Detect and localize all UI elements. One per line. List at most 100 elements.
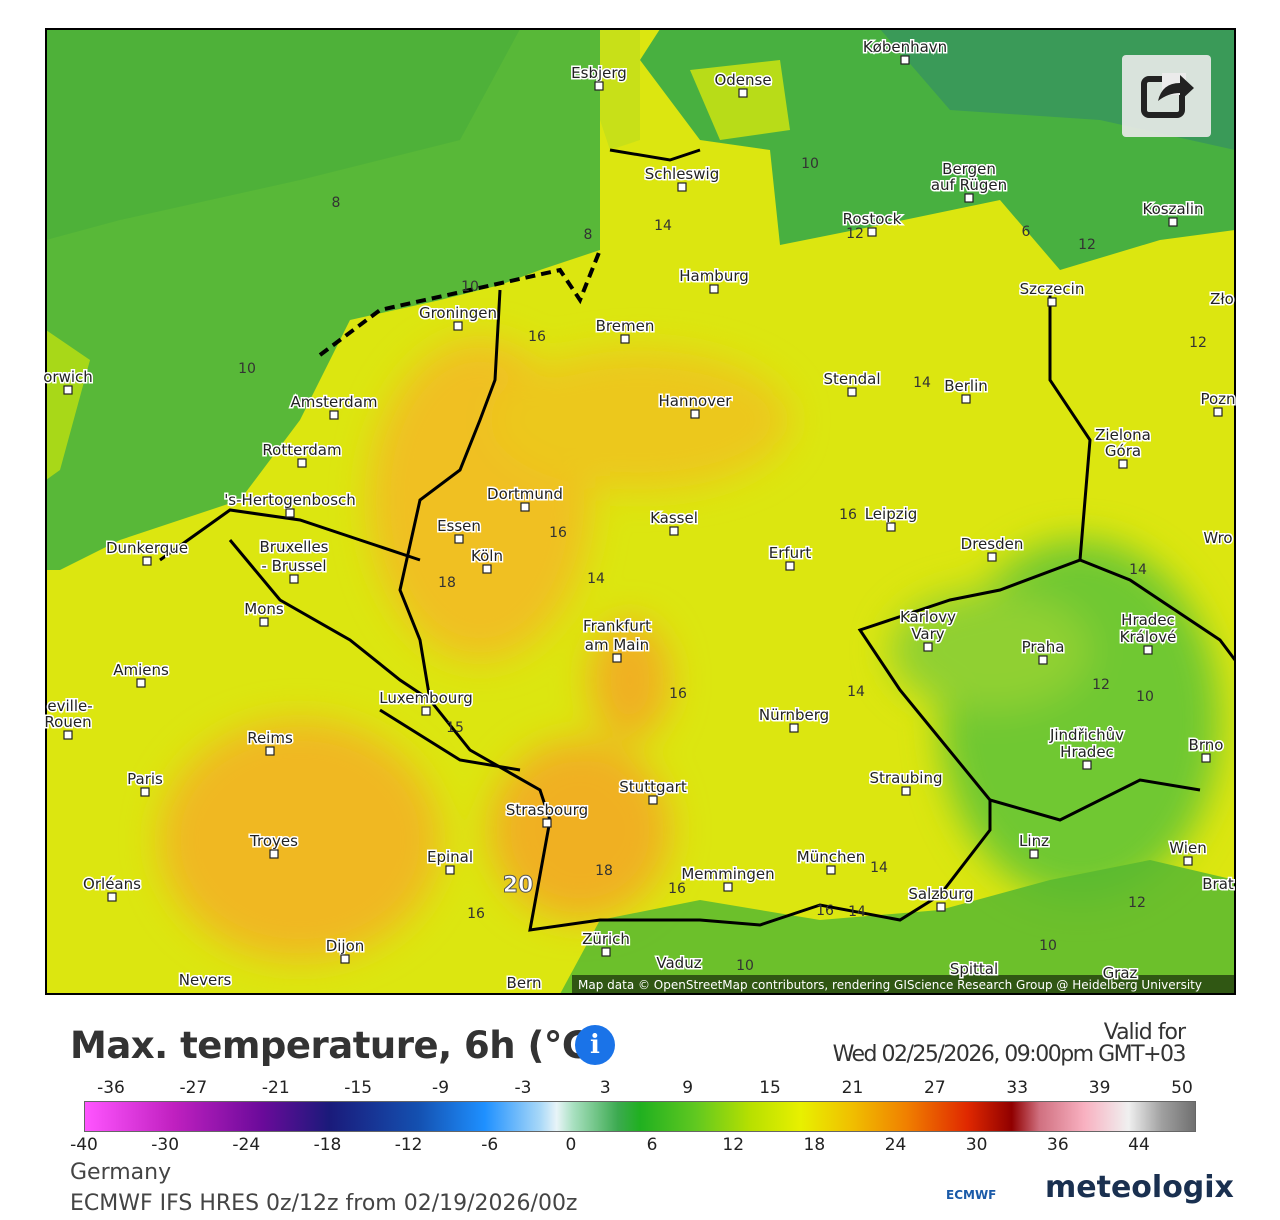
city: orwich — [43, 368, 93, 386]
city-dot — [269, 849, 279, 859]
city-dot — [936, 902, 946, 912]
city: Groningen — [419, 304, 497, 322]
city: München — [797, 848, 865, 866]
scale-tick-label: 39 — [1088, 1078, 1111, 1098]
city: Praha — [1022, 638, 1065, 656]
city-dot — [340, 954, 350, 964]
contour-label: 12 — [1128, 895, 1146, 911]
contour-label: 6 — [1022, 224, 1031, 240]
city: 's-Hertogenbosch — [224, 491, 356, 509]
scale-tick-label: 18 — [803, 1135, 826, 1155]
city: Králové — [1120, 628, 1177, 646]
city: Jindřichův — [1049, 726, 1124, 744]
scale-tick-label: -21 — [261, 1078, 290, 1098]
contour-label: 12 — [1078, 237, 1096, 253]
contour-label: 10 — [736, 958, 754, 974]
city-dot — [901, 786, 911, 796]
city-dot — [612, 653, 622, 663]
city-dot — [289, 574, 299, 584]
scale-tick-label: -24 — [232, 1135, 261, 1155]
city: Amsterdam — [290, 393, 377, 411]
city-dot — [1118, 459, 1128, 469]
scale-tick-label: 50 — [1171, 1078, 1193, 1098]
contour-label: 10 — [238, 361, 256, 377]
scale-tick-label: 21 — [841, 1078, 864, 1098]
contour-label: 16 — [839, 507, 857, 523]
city: Wro — [1203, 529, 1232, 547]
city-dot — [142, 556, 152, 566]
city: Koszalin — [1143, 200, 1204, 218]
scale-tick-label: 3 — [599, 1078, 611, 1098]
city: Zürich — [582, 930, 630, 948]
contour-label: 14 — [654, 218, 672, 234]
scale-tick-label: -40 — [70, 1135, 98, 1155]
city: Hradec — [1060, 743, 1114, 761]
contour-label: 18 — [595, 863, 613, 879]
city: Salzburg — [908, 885, 973, 903]
city: Amiens — [113, 661, 169, 679]
contour-label: 16 — [816, 903, 834, 919]
city: auf Rügen — [931, 176, 1007, 194]
share-icon — [1141, 73, 1194, 118]
scale-tick-label: -3 — [514, 1078, 532, 1098]
contour-label: 14 — [847, 684, 865, 700]
city-dot — [923, 642, 933, 652]
city-dot — [785, 561, 795, 571]
city: Berlin — [944, 377, 988, 395]
scale-tick-label: -30 — [151, 1135, 180, 1155]
scale-tick-label: 36 — [1047, 1135, 1069, 1155]
city-dot — [987, 552, 997, 562]
scale-tick-label: 9 — [682, 1078, 694, 1098]
valid-label: Valid for — [1103, 1020, 1186, 1045]
contour-label: 8 — [584, 227, 593, 243]
city-dot — [826, 865, 836, 875]
scale-tick-label: 27 — [924, 1078, 946, 1098]
city: Dijon — [326, 937, 365, 955]
city: Dortmund — [487, 485, 563, 503]
city-dot — [690, 409, 700, 419]
city-dot — [648, 795, 658, 805]
info-button[interactable]: i — [575, 1025, 615, 1065]
city: Wien — [1169, 839, 1206, 857]
city-dot — [63, 385, 73, 395]
share-button[interactable] — [1122, 55, 1211, 137]
city: Köln — [471, 547, 503, 565]
city: Stendal — [823, 370, 880, 388]
region: Germany — [70, 1160, 172, 1185]
city-dot — [789, 723, 799, 733]
city: Reims — [247, 729, 293, 747]
city-dot — [1047, 297, 1057, 307]
scale-tick-label: 30 — [965, 1135, 988, 1155]
city: Zielona — [1095, 426, 1151, 444]
city-dot — [620, 334, 630, 344]
city-dot — [63, 730, 73, 740]
city: Pozn — [1200, 390, 1235, 408]
city: Kassel — [650, 509, 698, 527]
city: Mons — [244, 600, 284, 618]
city-dot — [1213, 407, 1223, 417]
city: Dunkerque — [106, 539, 188, 557]
city: Nevers — [179, 971, 232, 989]
city-dot — [1143, 645, 1153, 655]
contour-label: 8 — [332, 195, 341, 211]
city-dot — [445, 865, 455, 875]
scale-tick-label: -6 — [481, 1135, 499, 1155]
city: Epinal — [427, 848, 473, 866]
city-dot — [709, 284, 719, 294]
city: København — [863, 38, 947, 56]
contour-label: 20 — [503, 873, 534, 898]
city: Memmingen — [681, 865, 774, 883]
city-dot — [542, 818, 552, 828]
city: Hannover — [659, 392, 733, 410]
scale-tick-label: 6 — [646, 1135, 658, 1155]
city: Brno — [1189, 736, 1224, 754]
city-dot — [847, 387, 857, 397]
city-dot — [421, 706, 431, 716]
scale-tick-label: -15 — [344, 1078, 373, 1098]
ecmwf-logo: ECMWF — [946, 1188, 997, 1202]
city: Essen — [437, 517, 481, 535]
city: Bremen — [596, 317, 655, 335]
city: Leipzig — [865, 505, 918, 523]
contour-label: 10 — [1039, 938, 1057, 954]
contour-label: 16 — [549, 525, 567, 541]
